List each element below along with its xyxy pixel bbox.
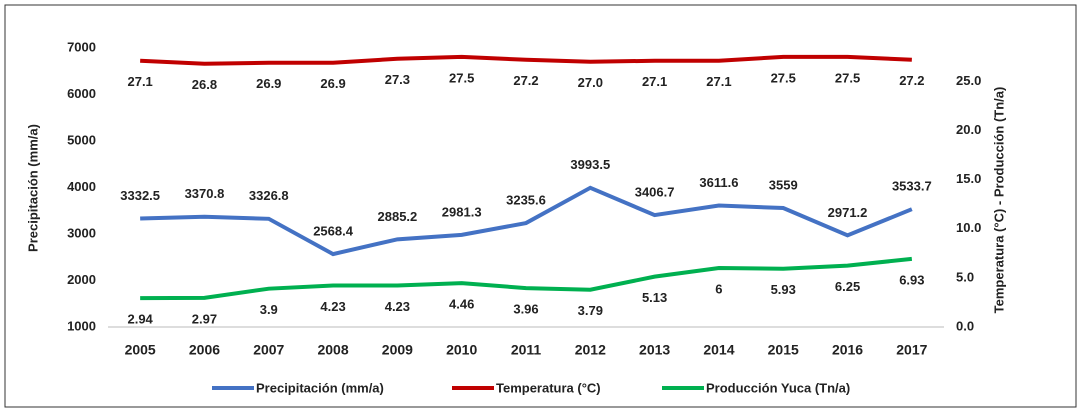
data-label: 6.93 bbox=[899, 272, 924, 287]
data-label: 27.5 bbox=[835, 70, 860, 85]
data-label: 3559 bbox=[769, 177, 798, 192]
data-label: 3326.8 bbox=[249, 188, 289, 203]
data-label: 26.9 bbox=[256, 76, 281, 91]
x-tick-label: 2010 bbox=[446, 342, 477, 358]
series-line bbox=[140, 185, 913, 257]
data-label: 27.1 bbox=[642, 74, 667, 89]
data-label: 27.2 bbox=[899, 73, 924, 88]
x-tick-label: 2006 bbox=[189, 342, 220, 358]
x-tick-label: 2014 bbox=[703, 342, 734, 358]
data-label: 3611.6 bbox=[699, 175, 738, 190]
y2-tick-label: 5.0 bbox=[956, 269, 974, 284]
data-label: 26.9 bbox=[320, 76, 345, 91]
data-label: 2885.2 bbox=[378, 209, 418, 224]
legend-label: Temperatura (°C) bbox=[496, 380, 601, 395]
y-tick-label: 2000 bbox=[67, 272, 96, 287]
x-tick-label: 2009 bbox=[382, 342, 413, 358]
y2-tick-label: 20.0 bbox=[956, 122, 981, 137]
data-label: 3370.8 bbox=[185, 186, 225, 201]
data-label: 3.9 bbox=[260, 302, 278, 317]
data-label: 3533.7 bbox=[892, 179, 932, 194]
data-label: 5.93 bbox=[771, 282, 796, 297]
y2-axis-title: Temperatura (°C) - Producción (Tn/a) bbox=[991, 87, 1006, 314]
data-label: 27.1 bbox=[127, 74, 152, 89]
data-label: 3993.5 bbox=[570, 157, 610, 172]
data-label: 2.94 bbox=[127, 312, 153, 327]
data-label: 27.1 bbox=[706, 74, 731, 89]
y2-tick-label: 10.0 bbox=[956, 220, 981, 235]
y2-tick-label: 0.0 bbox=[956, 318, 974, 333]
y2-tick-label: 15.0 bbox=[956, 171, 981, 186]
x-tick-label: 2016 bbox=[832, 342, 863, 358]
y-tick-label: 3000 bbox=[67, 225, 96, 240]
data-label: 2.97 bbox=[192, 311, 217, 326]
data-label: 3406.7 bbox=[635, 185, 675, 200]
data-label: 27.3 bbox=[385, 72, 410, 87]
x-tick-label: 2008 bbox=[317, 342, 348, 358]
y-axis-title: Precipitación (mm/a) bbox=[25, 124, 40, 252]
series-line bbox=[140, 54, 912, 66]
data-label: 2971.2 bbox=[828, 205, 868, 220]
data-label: 27.2 bbox=[513, 73, 538, 88]
x-tick-label: 2012 bbox=[575, 342, 606, 358]
data-label: 2981.3 bbox=[442, 204, 482, 219]
x-tick-label: 2017 bbox=[896, 342, 927, 358]
legend-label: Precipitación (mm/a) bbox=[256, 380, 384, 395]
data-label: 4.23 bbox=[385, 299, 410, 314]
legend-label: Producción Yuca (Tn/a) bbox=[706, 380, 850, 395]
chart-border bbox=[4, 4, 1077, 408]
data-label: 4.46 bbox=[449, 297, 474, 312]
x-tick-label: 2007 bbox=[253, 342, 284, 358]
data-label: 2568.4 bbox=[313, 224, 354, 239]
y2-tick-label: 25.0 bbox=[956, 73, 981, 88]
data-label: 3235.6 bbox=[506, 192, 546, 207]
x-tick-label: 2011 bbox=[511, 342, 542, 358]
y-tick-label: 1000 bbox=[67, 318, 96, 333]
series-line bbox=[140, 256, 913, 301]
y-tick-label: 7000 bbox=[67, 39, 96, 54]
data-label: 3.96 bbox=[513, 302, 538, 317]
y-tick-label: 5000 bbox=[67, 132, 96, 147]
data-label: 3332.5 bbox=[120, 188, 160, 203]
y-tick-label: 6000 bbox=[67, 86, 96, 101]
x-tick-label: 2005 bbox=[125, 342, 156, 358]
data-label: 6 bbox=[715, 281, 722, 296]
data-label: 27.5 bbox=[449, 70, 474, 85]
x-tick-label: 2013 bbox=[639, 342, 670, 358]
x-tick-label: 2015 bbox=[768, 342, 799, 358]
y-tick-label: 4000 bbox=[67, 179, 96, 194]
data-label: 27.5 bbox=[771, 70, 796, 85]
data-label: 26.8 bbox=[192, 77, 217, 92]
data-label: 3.79 bbox=[578, 303, 603, 318]
data-label: 27.0 bbox=[578, 75, 603, 90]
data-label: 6.25 bbox=[835, 279, 860, 294]
data-label: 5.13 bbox=[642, 290, 667, 305]
data-label: 4.23 bbox=[320, 299, 345, 314]
